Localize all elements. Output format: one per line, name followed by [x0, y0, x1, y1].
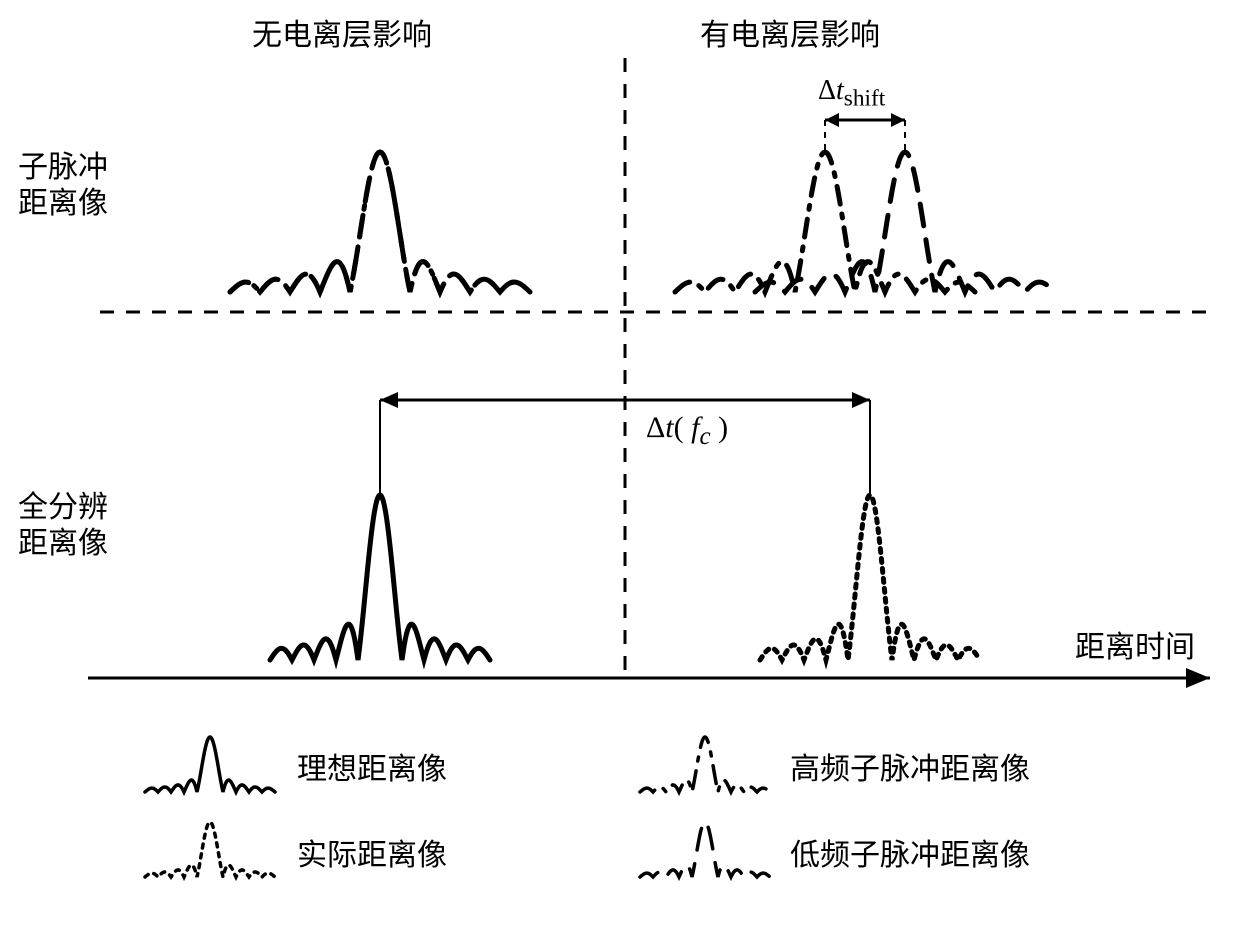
row1-label: 子脉冲 距离像: [18, 150, 108, 222]
legend-label-high: 高频子脉冲距离像: [790, 752, 1030, 788]
row2-label: 全分辨 距离像: [18, 490, 108, 562]
delta-t-fc-label: Δt( fc ): [646, 410, 728, 452]
delta-t-shift-label: Δtshift: [818, 74, 885, 114]
legend-label-ideal: 理想距离像: [297, 752, 447, 788]
figure-canvas: 无电离层影响 有电离层影响 子脉冲 距离像 全分辨 距离像 距离时间 Δtshi…: [0, 0, 1240, 929]
row1-line1: 子脉冲: [18, 151, 108, 184]
legend-label-low: 低频子脉冲距离像: [790, 838, 1030, 874]
row2-line2: 距离像: [18, 527, 108, 560]
header-right: 有电离层影响: [700, 18, 880, 54]
legend-label-actual: 实际距离像: [297, 838, 447, 874]
row1-line2: 距离像: [18, 187, 108, 220]
row2-line1: 全分辨: [18, 491, 108, 524]
figure-svg: [0, 0, 1240, 929]
header-left: 无电离层影响: [252, 18, 432, 54]
axis-label: 距离时间: [1075, 630, 1195, 666]
